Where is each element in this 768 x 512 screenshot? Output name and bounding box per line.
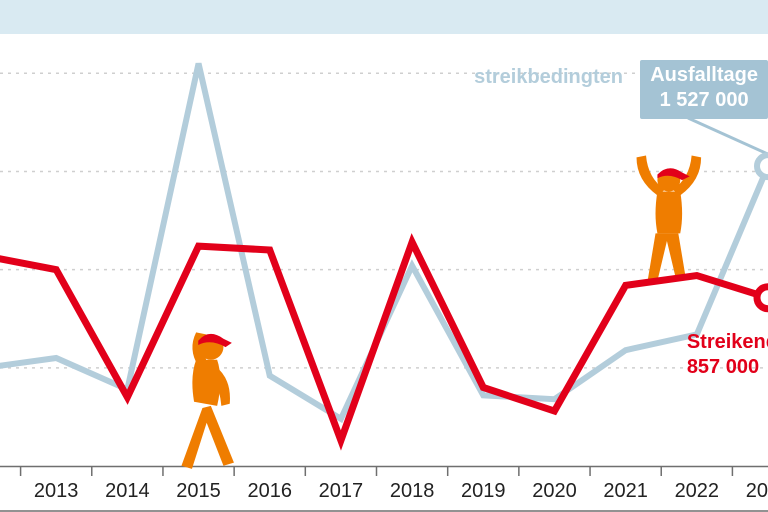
blue-series-callout-value: 1 527 000 <box>650 88 758 113</box>
blue-series-prelabel: streikbedingten <box>474 66 623 89</box>
year-label-2015: 2015 <box>176 480 221 503</box>
year-label-2017: 2017 <box>319 480 364 503</box>
year-label-2014: 2014 <box>105 480 150 503</box>
year-label-2018: 2018 <box>390 480 435 503</box>
year-label-2016: 2016 <box>247 480 292 503</box>
red-series-value: 857 000 <box>687 355 768 380</box>
strike-chart: 2013 2014 2015 2016 2017 2018 2019 2020 2021 2022… <box>0 0 768 512</box>
year-label-2019: 2019 <box>461 480 506 503</box>
year-label-2013: 2013 <box>34 480 79 503</box>
blue-series-callout: Ausfalltage 1 527 000 <box>640 60 768 119</box>
year-label-2022: 2022 <box>675 480 720 503</box>
red-series-label: Streikenden <box>687 330 768 355</box>
year-label-2023: 2023 <box>746 480 768 503</box>
red-series-callout: Streikenden 857 000 <box>687 330 768 380</box>
year-label-2020: 2020 <box>532 480 577 503</box>
year-label-2021: 2021 <box>603 480 648 503</box>
blue-series-callout-label: Ausfalltage <box>650 63 758 88</box>
